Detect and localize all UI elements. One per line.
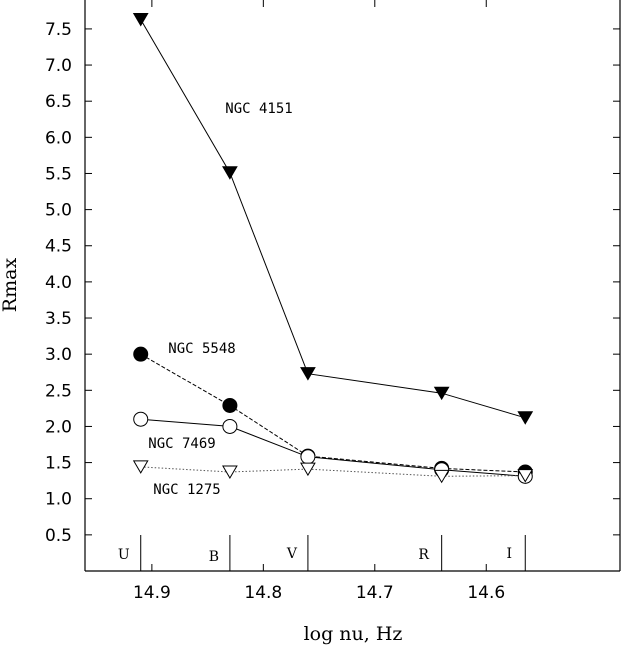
y-tick-label: 2.0 [45,417,72,437]
series-line [140,466,526,477]
y-tick-label: 6.0 [45,128,72,148]
data-point [132,460,149,474]
band-label: B [209,549,219,565]
data-point [433,386,450,401]
data-point [133,411,149,427]
data-point [222,465,238,479]
x-tick-label: 14.7 [356,583,394,603]
y-tick-label: 6.5 [45,92,72,112]
series-layer [132,13,534,484]
series-line [140,19,526,419]
band-label: R [418,547,429,563]
series-line [140,353,526,473]
data-point [133,346,149,362]
x-tick-label: 14.8 [244,583,282,603]
series-label: NGC 4151 [225,101,292,117]
band-label: U [118,547,130,563]
data-point [222,418,238,434]
y-tick-label: 4.0 [45,273,72,293]
series-label: NGC 5548 [168,341,235,357]
x-axis: 14.9 14.8 14.7 14.6 [133,0,505,603]
y-tick-label: 1.0 [45,490,72,510]
plot-frame [84,0,621,572]
series-label: NGC 7469 [148,436,215,452]
series-label: NGC 1275 [153,482,220,498]
x-tick-label: 14.9 [133,583,171,603]
data-point [222,166,238,180]
series-labels: NGC 4151 NGC 5548 NGC 7469 NGC 1275 [148,101,292,498]
y-tick-label: 2.5 [45,381,72,401]
y-tick-label: 3.0 [45,345,72,365]
data-point [222,397,238,413]
x-axis-title: log nu, Hz [304,623,403,645]
y-tick-label: 0.5 [45,526,72,546]
y-tick-label: 7.5 [45,20,72,40]
y-tick-label: 3.5 [45,309,72,329]
y-tick-label: 1.5 [45,454,72,474]
data-point [517,411,534,425]
y-axis-title: Rmax [0,258,21,313]
data-point [300,449,316,465]
data-point [300,367,316,381]
y-tick-label: 5.0 [45,201,72,221]
data-point [433,469,450,484]
band-label: I [506,546,512,562]
y-tick-label: 7.0 [45,56,72,76]
band-label: V [286,546,298,562]
data-point [300,462,316,477]
y-tick-label: 4.5 [45,237,72,257]
y-axis: 0.5 1.0 1.5 2.0 2.5 3.0 3.5 4.0 4.5 5.0 5.5 6.0 6.5 7… [45,20,620,546]
x-tick-label: 14.6 [467,583,505,603]
data-point [517,469,534,483]
y-tick-label: 5.5 [45,164,72,184]
data-point [132,13,149,27]
